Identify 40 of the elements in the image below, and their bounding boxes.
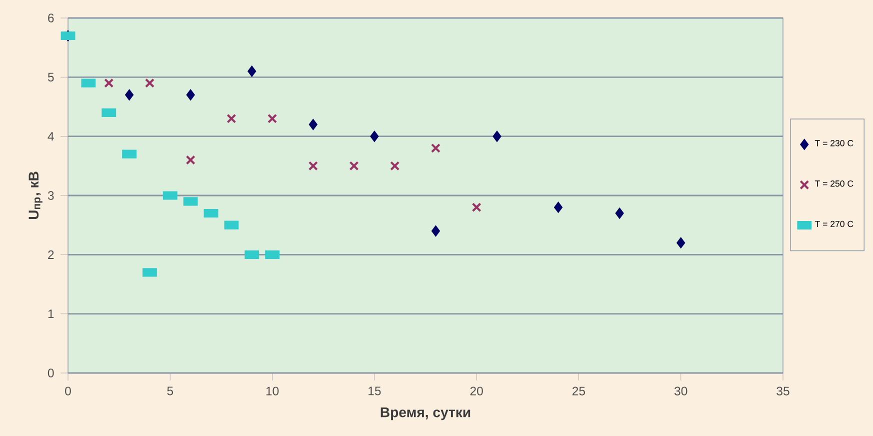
point — [472, 202, 482, 212]
point — [349, 161, 359, 171]
point — [554, 202, 563, 213]
x-axis-title: Время, сутки — [380, 407, 470, 420]
y-tick-label: 3 — [48, 191, 54, 200]
point — [430, 143, 440, 153]
point — [390, 161, 400, 171]
legend-label: T = 230 C — [814, 140, 854, 146]
point — [104, 78, 114, 88]
y-tick-label: 2 — [48, 250, 54, 259]
x-tick-label: 5 — [167, 386, 174, 396]
point — [370, 130, 379, 142]
x-tick-label: 10 — [266, 386, 279, 396]
point — [124, 89, 134, 101]
point — [186, 155, 196, 165]
y-tick-label: 4 — [48, 132, 54, 141]
x-tick-label: 25 — [572, 386, 586, 396]
point — [144, 78, 155, 88]
point — [268, 114, 278, 124]
point — [248, 66, 256, 77]
y-tick-label: 6 — [48, 14, 54, 22]
legend-label: T = 250 C — [814, 180, 854, 187]
point — [492, 130, 502, 142]
legend-label: T = 270 C — [814, 220, 854, 228]
x-tick-label: 0 — [65, 386, 71, 396]
y-tick-label: 5 — [48, 72, 54, 82]
point — [431, 225, 440, 237]
x-tick-label: 35 — [776, 386, 790, 396]
point — [308, 161, 318, 171]
point — [308, 118, 318, 130]
y-axis-title: U$_{пр}$, кВ — [28, 172, 42, 220]
point — [615, 208, 624, 219]
x-tick-label: 20 — [470, 386, 483, 396]
y-tick-label: 0 — [48, 368, 54, 378]
x-tick-label: 15 — [368, 386, 381, 396]
x-tick-label: 30 — [674, 386, 688, 396]
point — [676, 237, 686, 248]
y-tick-label: 1 — [48, 310, 54, 318]
point — [226, 114, 236, 124]
point — [186, 89, 195, 101]
